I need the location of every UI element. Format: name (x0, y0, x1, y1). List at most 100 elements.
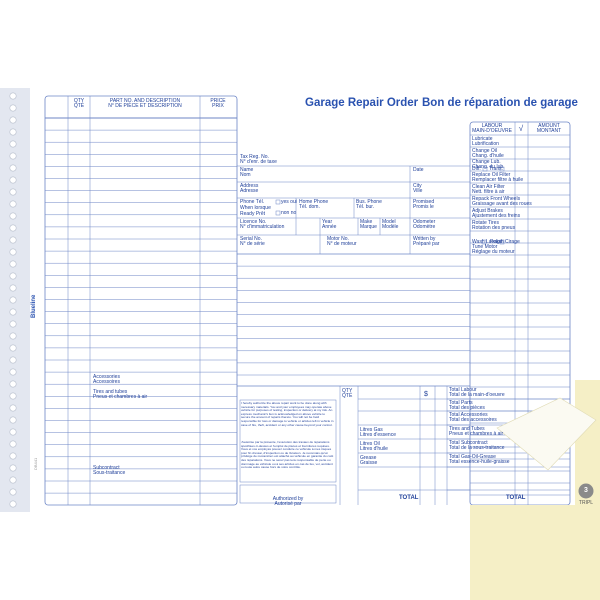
total-line: Total de la sous-traitance (449, 445, 505, 451)
label: Nett. filtre à air (472, 189, 505, 195)
punch-hole (9, 248, 17, 256)
label: Model (382, 219, 396, 225)
total-line: Total des accessoires (449, 417, 497, 423)
label: Tires and tubes (93, 389, 128, 395)
checkbox (275, 210, 281, 216)
punch-hole (9, 128, 17, 136)
punch-hole (9, 236, 17, 244)
label: Modèle (382, 224, 399, 230)
label: Repack Front Wheels (472, 196, 521, 202)
checkbox (499, 166, 505, 172)
label: Lubrification (472, 141, 499, 147)
punch-hole (9, 356, 17, 364)
label: Tél. bur. (356, 204, 375, 210)
punch-hole (9, 188, 17, 196)
punch-hole (9, 392, 17, 400)
signature-box (239, 484, 337, 504)
label: Clean Air Filter (472, 184, 505, 190)
label: Bus. Phone (356, 199, 382, 205)
page-curl (496, 397, 597, 471)
label: Date (413, 167, 424, 173)
label: Tél. dom. (299, 204, 320, 210)
label: When lorsque (240, 205, 271, 211)
label: Odometer (413, 219, 436, 225)
label: Nom (240, 172, 251, 178)
punch-hole (9, 416, 17, 424)
column-header: LABOUR (481, 123, 503, 129)
punch-hole (9, 272, 17, 280)
column-header: MONTANT (536, 128, 562, 134)
label: Ville (413, 188, 423, 194)
label: Subcontract (93, 465, 120, 471)
label: Litres Gas (360, 427, 383, 433)
column-header: PART NO. AND DESCRIPTION (109, 98, 181, 104)
label: $ (424, 391, 428, 398)
form-code: DB441 (33, 457, 38, 470)
punch-hole (9, 308, 17, 316)
total-label: TOTAL (399, 495, 419, 501)
label: Lubricate (472, 136, 493, 142)
label: Accessories (93, 374, 120, 380)
copies-badge (578, 483, 594, 499)
punch-hole (9, 476, 17, 484)
label: City (413, 183, 422, 189)
column-header: N° DE PIÈCE ET DESCRIPTION (108, 103, 182, 109)
checkbox (499, 239, 505, 245)
punch-hole (9, 176, 17, 184)
total-line: Total des pièces (449, 405, 485, 411)
brand: Blueline (31, 294, 37, 318)
label: Tune Motor (472, 244, 498, 250)
column-header: PRIX (212, 103, 224, 109)
label: Change Lub. (472, 159, 501, 165)
label: QTÉ (342, 393, 353, 399)
label: Rotate Tires (472, 220, 499, 226)
punch-hole (9, 464, 17, 472)
punch-hole (9, 104, 17, 112)
label: Polish Cirage (490, 239, 520, 245)
punch-hole (9, 380, 17, 388)
punch-hole (9, 224, 17, 232)
label: Graissage avant des roues (472, 201, 532, 207)
punch-hole (9, 452, 17, 460)
total-line: Total Accessories (449, 412, 488, 418)
punch-hole (9, 344, 17, 352)
total-line: Tires and Tubes (449, 426, 485, 432)
total-line: Total essence-huile-graisse (449, 459, 510, 465)
label: Remplacer filtre à huile (472, 177, 524, 183)
punch-hole (9, 404, 17, 412)
checkbox (481, 239, 487, 245)
label: Diff. (472, 166, 481, 172)
label: Motor No. (327, 236, 349, 242)
label: Promis le (413, 204, 434, 210)
label: Adjust Brakes (472, 208, 503, 214)
label: Litres d'essence (360, 432, 396, 438)
punch-hole (9, 332, 17, 340)
column-header: QTY (73, 98, 85, 104)
column-header: PRICE (210, 98, 226, 104)
punch-hole (9, 164, 17, 172)
punch-hole (9, 320, 17, 328)
checkbox (482, 166, 488, 172)
authorization-text: J'autorise par la présente, l'exécution … (241, 440, 334, 470)
label: N° de moteur (327, 241, 357, 247)
total-label: TOTAL (506, 495, 526, 501)
total-line: Total de la main-d'oeuvre (449, 392, 505, 398)
copies: 3 (584, 487, 588, 494)
punch-hole (9, 140, 17, 148)
column-header: MAIN-D'OEUVRE (472, 128, 512, 134)
label: N° d'immatriculation (240, 224, 285, 230)
punch-hole (9, 284, 17, 292)
label: Année (322, 224, 337, 230)
copies-label: TRIPL (578, 500, 594, 506)
punch-hole (9, 296, 17, 304)
label: Serial No. (240, 236, 262, 242)
label: Graisse (360, 460, 378, 466)
label: QTY (342, 388, 353, 394)
label: Trans. (489, 166, 503, 172)
checkbox (275, 199, 281, 205)
auth-box (239, 399, 337, 483)
label: Sous-traitance (93, 470, 126, 476)
label: Written by (413, 236, 436, 242)
